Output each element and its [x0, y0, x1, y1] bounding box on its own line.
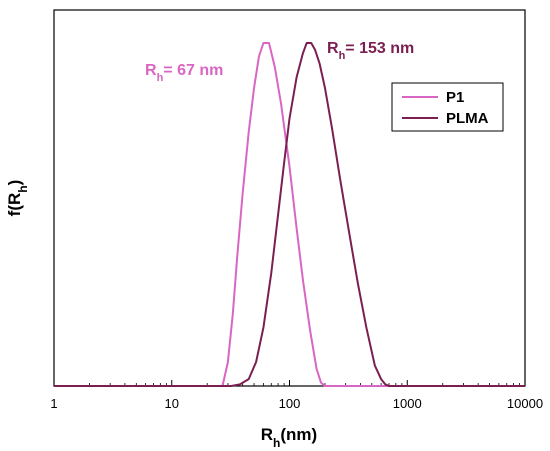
legend: P1 PLMA — [391, 82, 504, 132]
annotation-p1-peak: Rh= 67 nm — [145, 62, 223, 84]
annotation-plma-peak: Rh= 153 nm — [327, 40, 414, 62]
x-axis-title: Rh(nm) — [261, 425, 317, 450]
series-line-p1 — [54, 42, 525, 387]
x-tick-label: 1 — [50, 396, 57, 411]
y-axis-title: f(Rh) — [5, 180, 30, 217]
series-layer — [54, 42, 525, 387]
legend-box — [391, 82, 504, 132]
plot-frame — [53, 9, 526, 387]
x-tick-label: 1000 — [393, 396, 422, 411]
legend-label-plma: PLMA — [446, 110, 489, 127]
x-axis-ticks: 1 10 100 1000 10000 — [50, 380, 543, 411]
legend-label-p1: P1 — [446, 89, 464, 106]
x-tick-label: 10000 — [507, 396, 543, 411]
x-tick-label: 100 — [279, 396, 301, 411]
series-line-plma — [54, 42, 525, 387]
x-tick-label: 10 — [165, 396, 179, 411]
